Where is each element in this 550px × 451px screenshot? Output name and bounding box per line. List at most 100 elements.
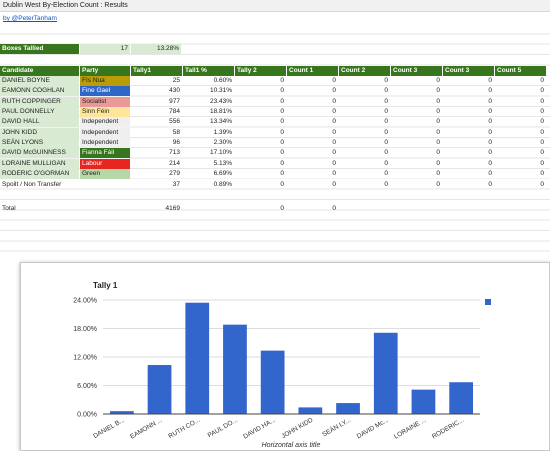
bar[interactable] <box>147 365 172 414</box>
tally2-cell[interactable]: 0 <box>280 170 284 178</box>
count2-cell[interactable]: 0 <box>384 149 388 157</box>
count3b-cell[interactable]: 0 <box>488 149 492 157</box>
count3-cell[interactable]: 0 <box>436 87 440 95</box>
bar[interactable] <box>449 382 474 414</box>
bar[interactable] <box>411 389 436 414</box>
count3b-cell[interactable]: 0 <box>488 139 492 147</box>
tally1-percent-cell[interactable]: 0.89% <box>213 180 232 188</box>
bar[interactable] <box>185 302 210 414</box>
count1-cell[interactable]: 0 <box>332 139 336 147</box>
count5-cell[interactable]: 0 <box>540 139 544 147</box>
candidate-cell[interactable]: JOHN KIDD <box>0 127 79 138</box>
bar[interactable] <box>260 350 285 414</box>
tally1-cell[interactable]: 96 <box>172 139 180 147</box>
tally2-cell[interactable]: 0 <box>280 128 284 136</box>
count5-cell[interactable]: 0 <box>540 77 544 84</box>
count5-cell[interactable]: 0 <box>540 87 544 95</box>
candidate-cell[interactable]: RODERIC O'GORMAN <box>0 169 79 180</box>
author-link[interactable]: by @PeterTanham <box>3 15 57 22</box>
bar[interactable] <box>223 324 247 414</box>
tally1-cell[interactable]: 58 <box>172 128 180 136</box>
count3-cell[interactable]: 0 <box>436 139 440 147</box>
party-cell[interactable]: Fís Nua <box>80 76 130 86</box>
tally2-cell[interactable]: 0 <box>280 139 284 147</box>
count3-cell[interactable]: 0 <box>436 180 440 188</box>
candidate-cell[interactable]: DAVID HALL <box>0 117 79 128</box>
count3-cell[interactable]: 0 <box>436 77 440 84</box>
party-cell[interactable]: Independent <box>80 117 130 128</box>
tally1-percent-cell[interactable]: 2.30% <box>213 139 232 147</box>
count1-cell[interactable]: 0 <box>332 159 336 167</box>
tally1-percent-cell[interactable]: 0.60% <box>213 77 232 84</box>
tally1-cell[interactable]: 784 <box>169 108 180 116</box>
party-cell[interactable]: Socialist <box>80 96 130 107</box>
count1-cell[interactable]: 0 <box>332 180 336 188</box>
tally2-cell[interactable]: 0 <box>280 108 284 116</box>
tally2-cell[interactable]: 0 <box>280 159 284 167</box>
tally1-cell[interactable]: 713 <box>169 149 180 157</box>
count2-cell[interactable]: 0 <box>384 118 388 126</box>
count5-cell[interactable]: 0 <box>540 97 544 105</box>
count5-cell[interactable]: 0 <box>540 118 544 126</box>
bar[interactable] <box>336 403 360 414</box>
candidate-cell[interactable]: EAMONN COGHLAN <box>0 86 79 97</box>
count2-cell[interactable]: 0 <box>384 108 388 116</box>
count3b-cell[interactable]: 0 <box>488 97 492 105</box>
tally2-cell[interactable]: 0 <box>280 87 284 95</box>
count2-cell[interactable]: 0 <box>384 97 388 105</box>
count3b-cell[interactable]: 0 <box>488 170 492 178</box>
count3-cell[interactable]: 0 <box>436 149 440 157</box>
count3b-cell[interactable]: 0 <box>488 159 492 167</box>
tally2-cell[interactable]: 0 <box>280 149 284 157</box>
count5-cell[interactable]: 0 <box>540 149 544 157</box>
tally1-cell[interactable]: 279 <box>169 170 180 178</box>
tally2-cell[interactable]: 0 <box>280 77 284 84</box>
tally1-percent-cell[interactable]: 6.69% <box>213 170 232 178</box>
tally2-cell[interactable]: 0 <box>280 118 284 126</box>
bar[interactable] <box>109 411 134 414</box>
tally1-percent-cell[interactable]: 23.43% <box>209 97 232 105</box>
bar[interactable] <box>373 332 398 414</box>
candidate-cell[interactable]: PAUL DONNELLY <box>0 107 79 118</box>
count2-cell[interactable]: 0 <box>384 180 388 188</box>
count2-cell[interactable]: 0 <box>384 170 388 178</box>
party-cell[interactable]: Green <box>80 169 130 180</box>
count2-cell[interactable]: 0 <box>384 77 388 84</box>
count3b-cell[interactable]: 0 <box>488 77 492 84</box>
count1-cell[interactable]: 0 <box>332 118 336 126</box>
candidate-cell[interactable]: RUTH COPPINGER <box>0 96 79 107</box>
legend-swatch[interactable] <box>485 299 491 305</box>
count1-cell[interactable]: 0 <box>332 97 336 105</box>
count2-cell[interactable]: 0 <box>384 159 388 167</box>
tally2-cell[interactable]: 0 <box>280 97 284 105</box>
candidate-cell[interactable]: DAVID McGUINNESS <box>0 148 79 159</box>
tally2-cell[interactable]: 0 <box>280 180 284 188</box>
candidate-cell[interactable]: SEÁN LYONS <box>0 138 79 149</box>
count5-cell[interactable]: 0 <box>540 108 544 116</box>
party-cell[interactable]: Independent <box>80 138 130 149</box>
candidate-cell[interactable]: DANIEL BOYNE <box>0 76 79 86</box>
party-cell[interactable]: Fine Gael <box>80 86 130 97</box>
count3-cell[interactable]: 0 <box>436 97 440 105</box>
count3-cell[interactable]: 0 <box>436 128 440 136</box>
count1-cell[interactable]: 0 <box>332 149 336 157</box>
count5-cell[interactable]: 0 <box>540 128 544 136</box>
tally1-percent-cell[interactable]: 5.13% <box>213 159 232 167</box>
party-cell[interactable] <box>80 180 130 190</box>
count3-cell[interactable]: 0 <box>436 170 440 178</box>
party-cell[interactable]: Independent <box>80 127 130 138</box>
tally1-percent-cell[interactable]: 13.34% <box>209 118 232 126</box>
count3b-cell[interactable]: 0 <box>488 128 492 136</box>
tally1-percent-cell[interactable]: 18.81% <box>209 108 232 116</box>
tally1-cell[interactable]: 37 <box>172 180 180 188</box>
count5-cell[interactable]: 0 <box>540 170 544 178</box>
candidate-cell[interactable]: LORAINE MULLIGAN <box>0 158 79 169</box>
party-cell[interactable]: Labour <box>80 158 130 169</box>
tally1-cell[interactable]: 977 <box>169 97 180 105</box>
tally1-percent-cell[interactable]: 10.31% <box>209 87 232 95</box>
count3-cell[interactable]: 0 <box>436 108 440 116</box>
tally1-percent-cell[interactable]: 17.10% <box>209 149 232 157</box>
count2-cell[interactable]: 0 <box>384 139 388 147</box>
count1-cell[interactable]: 0 <box>332 170 336 178</box>
count1-cell[interactable]: 0 <box>332 108 336 116</box>
